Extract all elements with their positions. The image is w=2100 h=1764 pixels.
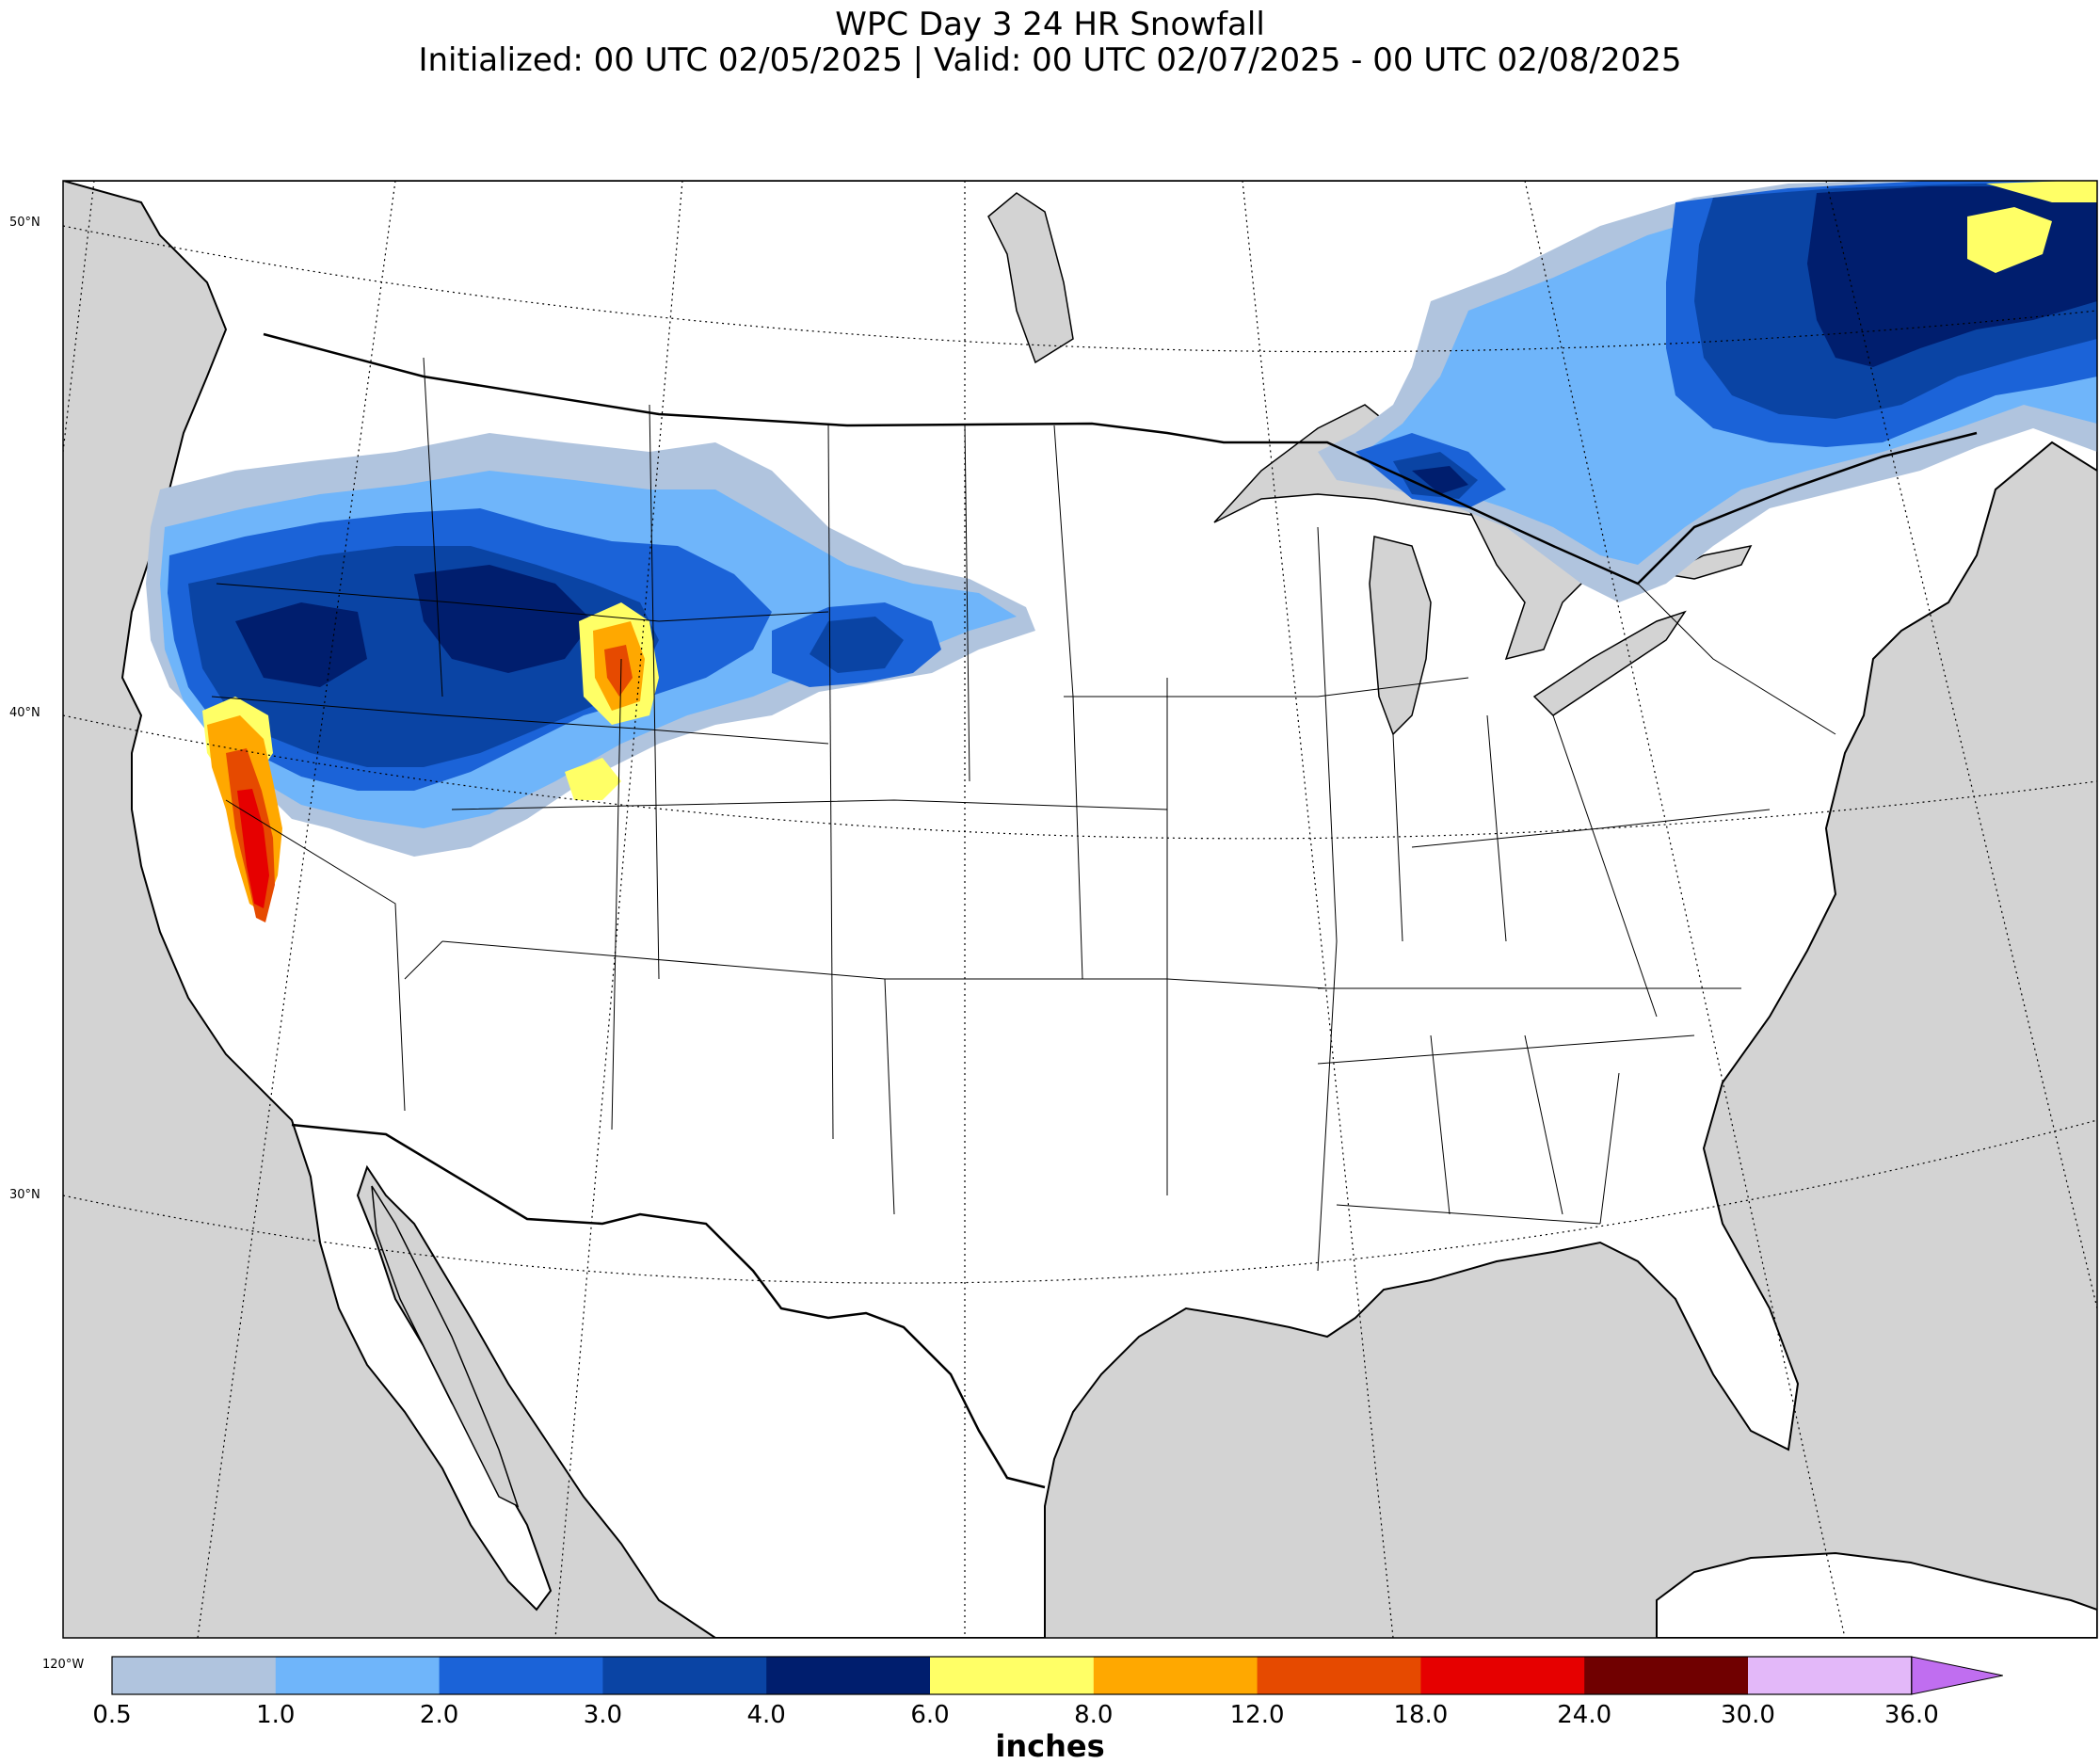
colorbar-tick-label: 30.0 bbox=[1721, 1701, 1775, 1729]
lake-winnipeg bbox=[987, 192, 1074, 364]
lake-ontario bbox=[1663, 544, 1753, 580]
colorbar-segment bbox=[112, 1657, 277, 1694]
colorbar-tick-label: 3.0 bbox=[583, 1701, 623, 1729]
colorbar-tick-label: 1.0 bbox=[256, 1701, 296, 1729]
colorbar-tick-label: 0.5 bbox=[92, 1701, 132, 1729]
colorbar-segment bbox=[439, 1657, 603, 1694]
state-lines bbox=[216, 583, 829, 622]
map-frame bbox=[62, 180, 2098, 1639]
graticule bbox=[63, 181, 2097, 1638]
colorbar-tick-label: 8.0 bbox=[1074, 1701, 1114, 1729]
lat-label-40: 40°N bbox=[9, 706, 40, 720]
colorbar-tick-label: 6.0 bbox=[910, 1701, 950, 1729]
colorbar-segment bbox=[602, 1657, 767, 1694]
colorbar-segment bbox=[1420, 1657, 1585, 1694]
lake-erie bbox=[1532, 610, 1687, 716]
colorbar-unit-label: inches bbox=[995, 1728, 1105, 1764]
lat-label-30: 30°N bbox=[9, 1188, 40, 1202]
colorbar-tick-label: 12.0 bbox=[1229, 1701, 1285, 1729]
colorbar-tick-label: 2.0 bbox=[419, 1701, 459, 1729]
colorbar-segment bbox=[1257, 1657, 1421, 1694]
colorbar-segment bbox=[1748, 1657, 1913, 1694]
cuba bbox=[1656, 1551, 2097, 1638]
colorbar-segment bbox=[275, 1657, 441, 1694]
us-mexico-border bbox=[291, 1123, 1046, 1489]
colorbar-segment bbox=[766, 1657, 931, 1694]
colorbar-outline bbox=[111, 1656, 1913, 1695]
map-subtitle: Initialized: 00 UTC 02/05/2025 | Valid: … bbox=[418, 41, 1682, 79]
boundaries bbox=[211, 332, 1978, 1489]
colorbar-tick-label: 24.0 bbox=[1557, 1701, 1612, 1729]
colorbar-segment bbox=[930, 1657, 1095, 1694]
gulf-of-california bbox=[371, 1185, 520, 1508]
lon-label-120w: 120°W bbox=[42, 1658, 85, 1672]
lat-label-50: 50°N bbox=[9, 216, 40, 230]
colorbar-tick-label: 4.0 bbox=[746, 1701, 786, 1729]
colorbar-segment bbox=[1093, 1657, 1258, 1694]
colorbar-segment bbox=[1584, 1657, 1749, 1694]
us-canada-border bbox=[263, 332, 1978, 585]
colorbar-tick-label: 18.0 bbox=[1393, 1701, 1449, 1729]
colorbar-tick-label: 36.0 bbox=[1884, 1701, 1939, 1729]
colorbar bbox=[111, 1656, 2003, 1695]
snowfall-shading bbox=[146, 181, 2097, 922]
map-title: WPC Day 3 24 HR Snowfall bbox=[835, 6, 1265, 43]
colorbar-extend-arrow bbox=[1911, 1656, 2003, 1695]
